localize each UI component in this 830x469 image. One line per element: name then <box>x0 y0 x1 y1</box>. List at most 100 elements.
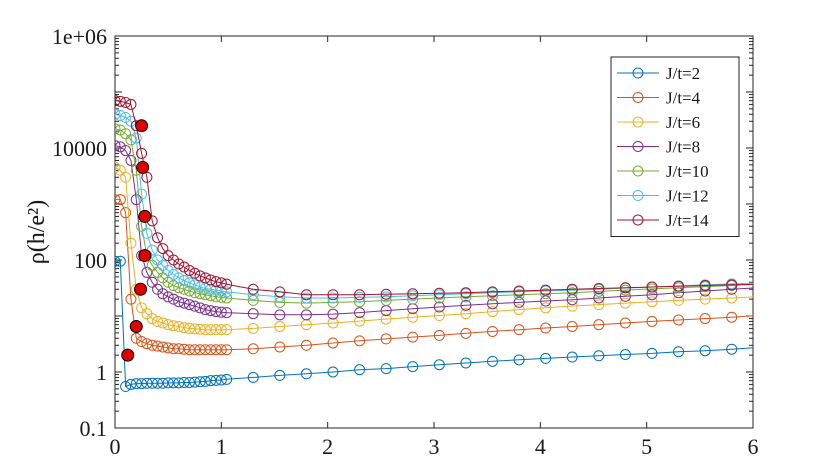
legend-marker <box>632 141 644 152</box>
data-point <box>460 327 472 339</box>
x-tick-label: 5 <box>641 434 652 459</box>
data-point <box>726 292 738 304</box>
data-point <box>699 313 711 325</box>
data-point <box>673 346 685 358</box>
data-point <box>194 281 206 293</box>
data-point <box>178 376 190 388</box>
data-point <box>125 237 137 249</box>
data-point <box>247 294 259 306</box>
data-point <box>274 296 286 308</box>
data-point <box>130 332 142 344</box>
data-point <box>274 286 286 298</box>
data-point <box>215 277 227 289</box>
legend-label: J/t=14 <box>666 211 709 230</box>
data-point <box>146 339 158 351</box>
data-point <box>673 314 685 326</box>
legend-label: J/t=6 <box>666 113 700 132</box>
legend-entry: J/t=10 <box>617 162 709 181</box>
legend-entry: J/t=12 <box>617 187 709 206</box>
data-point <box>183 376 195 388</box>
data-point <box>136 188 148 200</box>
data-point <box>486 355 498 367</box>
data-point <box>327 366 339 378</box>
data-point <box>210 344 222 356</box>
series-J/t=6 <box>115 161 753 336</box>
highlight-point <box>136 160 150 174</box>
data-point <box>327 296 339 308</box>
data-point <box>646 315 658 327</box>
data-point <box>673 280 685 292</box>
data-point <box>125 378 137 390</box>
data-point <box>274 320 286 332</box>
data-point <box>173 296 185 308</box>
data-point <box>300 292 312 304</box>
data-point <box>327 337 339 349</box>
data-point <box>189 267 201 279</box>
data-point <box>460 357 472 369</box>
data-point <box>115 108 121 120</box>
data-point <box>726 343 738 355</box>
data-point <box>115 110 126 122</box>
data-point <box>619 290 631 302</box>
y-tick-label: 1e+06 <box>52 24 107 49</box>
data-point <box>130 132 142 144</box>
data-point <box>619 317 631 329</box>
data-point <box>354 335 366 347</box>
legend-label: J/t=4 <box>666 89 701 108</box>
data-point <box>199 344 211 356</box>
data-point <box>162 319 174 331</box>
data-point <box>752 281 753 285</box>
data-point <box>380 294 392 306</box>
data-point <box>486 298 498 310</box>
series-line <box>115 113 753 299</box>
data-point <box>115 95 126 107</box>
data-point <box>189 344 201 356</box>
data-point <box>173 272 185 284</box>
data-point <box>327 292 339 304</box>
highlight-point <box>121 348 135 362</box>
data-point <box>194 376 206 388</box>
data-point <box>120 381 132 393</box>
data-point <box>115 95 121 107</box>
data-point <box>274 341 286 353</box>
data-point <box>157 288 169 300</box>
data-point <box>183 264 195 276</box>
data-point <box>146 276 158 288</box>
data-point <box>136 336 148 348</box>
data-point <box>752 345 753 349</box>
highlight-point <box>129 319 143 333</box>
data-point <box>752 282 753 286</box>
data-point <box>460 299 472 311</box>
data-point <box>210 374 222 386</box>
data-point <box>205 283 217 295</box>
highlight-point <box>138 249 152 263</box>
data-point <box>540 322 552 334</box>
data-point <box>247 322 259 334</box>
data-point <box>157 243 169 255</box>
data-point <box>752 286 753 290</box>
data-point <box>300 339 312 351</box>
data-point <box>157 317 169 329</box>
data-point <box>215 324 227 336</box>
data-point <box>167 320 179 332</box>
y-tick-label: 10000 <box>52 136 107 161</box>
data-point <box>593 350 605 362</box>
legend-marker <box>632 190 644 201</box>
data-point <box>136 378 148 390</box>
data-point <box>162 291 174 303</box>
data-point <box>167 377 179 389</box>
data-point <box>189 323 201 335</box>
data-point <box>205 274 217 286</box>
data-point <box>157 377 169 389</box>
data-point <box>460 287 472 299</box>
data-point <box>115 140 121 152</box>
data-point <box>194 344 206 356</box>
series-line <box>115 166 753 331</box>
data-point <box>115 123 121 135</box>
data-point <box>327 317 339 329</box>
highlight-point <box>138 209 152 223</box>
data-point <box>460 308 472 320</box>
data-point <box>433 310 445 322</box>
data-point <box>513 285 525 297</box>
data-point <box>513 289 525 301</box>
